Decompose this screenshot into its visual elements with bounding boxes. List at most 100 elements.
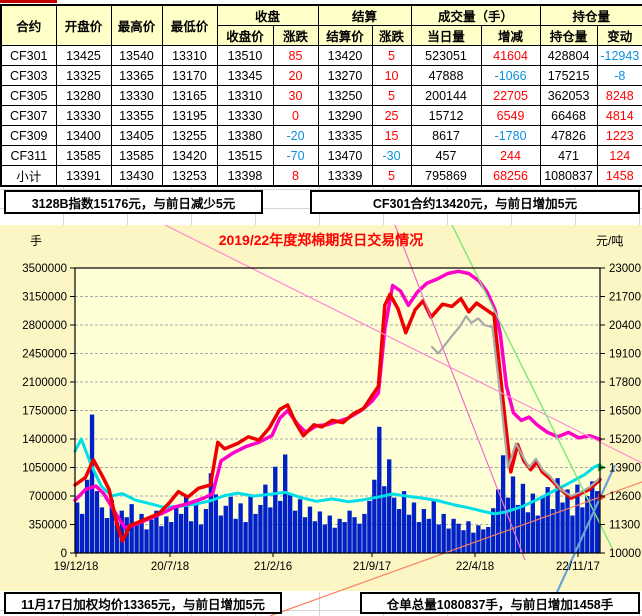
value-cell[interactable]: 13391 <box>55 165 112 187</box>
volume-bar <box>287 493 293 553</box>
value-cell[interactable]: 13330 <box>55 105 112 126</box>
value-cell[interactable]: 10 <box>371 65 412 86</box>
value-cell[interactable]: 13470 <box>317 145 373 166</box>
value-cell[interactable]: 13398 <box>216 165 274 187</box>
value-cell[interactable]: 13170 <box>161 65 218 86</box>
x-axis-tick-label: 21/2/16 <box>254 561 292 573</box>
value-cell[interactable]: 13345 <box>216 65 274 86</box>
value-cell[interactable]: 13380 <box>216 125 274 146</box>
value-cell[interactable]: 13253 <box>161 165 218 187</box>
value-cell[interactable]: 13355 <box>110 105 163 126</box>
volume-bar <box>337 518 342 553</box>
value-cell[interactable]: 15712 <box>410 105 482 126</box>
value-cell[interactable]: 13540 <box>110 45 163 66</box>
value-cell[interactable]: 13310 <box>161 45 218 66</box>
gray-price-line <box>430 315 602 498</box>
volume-bar <box>431 499 436 553</box>
value-cell[interactable]: 13195 <box>161 105 218 126</box>
value-cell[interactable]: 41604 <box>480 45 541 66</box>
contract-cell[interactable]: CF307 <box>0 105 57 126</box>
value-cell[interactable]: 13280 <box>55 85 112 106</box>
value-cell[interactable]: 13290 <box>317 105 373 126</box>
value-cell[interactable]: 457 <box>410 145 482 166</box>
value-cell[interactable]: 13255 <box>161 125 218 146</box>
value-cell[interactable]: 20 <box>272 65 319 86</box>
value-cell[interactable]: 13325 <box>55 65 112 86</box>
value-cell[interactable]: 13585 <box>55 145 112 166</box>
value-cell[interactable]: 8 <box>272 165 319 187</box>
value-cell[interactable]: 8248 <box>596 85 642 106</box>
value-cell[interactable]: 13515 <box>216 145 274 166</box>
value-cell[interactable]: 85 <box>272 45 319 66</box>
value-cell[interactable]: -70 <box>272 145 319 166</box>
value-cell[interactable]: 66468 <box>539 105 598 126</box>
value-cell[interactable]: -1780 <box>480 125 541 146</box>
value-cell[interactable]: 244 <box>480 145 541 166</box>
value-cell[interactable]: 175215 <box>539 65 598 86</box>
x-axis-tick-label: 22/11/17 <box>556 561 600 573</box>
value-cell[interactable]: 15 <box>371 125 412 146</box>
value-cell[interactable]: 13250 <box>317 85 373 106</box>
value-cell[interactable]: 5 <box>371 45 412 66</box>
value-cell[interactable]: 47888 <box>410 65 482 86</box>
value-cell[interactable]: 22705 <box>480 85 541 106</box>
value-cell[interactable]: 13335 <box>317 125 373 146</box>
value-cell[interactable]: 5 <box>371 85 412 106</box>
contract-cell[interactable]: CF311 <box>0 145 57 166</box>
value-cell[interactable]: 13330 <box>216 105 274 126</box>
value-cell[interactable]: -1066 <box>480 65 541 86</box>
contract-cell[interactable]: CF301 <box>0 45 57 66</box>
value-cell[interactable]: 1223 <box>596 125 642 146</box>
value-cell[interactable]: 8617 <box>410 125 482 146</box>
value-cell[interactable]: 795869 <box>410 165 482 187</box>
value-cell[interactable]: 68256 <box>480 165 541 187</box>
value-cell[interactable]: 0 <box>272 105 319 126</box>
contract-cell[interactable]: CF305 <box>0 85 57 106</box>
value-cell[interactable]: 428804 <box>539 45 598 66</box>
x-axis-tick-label: 21/9/17 <box>353 561 391 573</box>
volume-bar <box>342 522 347 553</box>
value-cell[interactable]: -8 <box>596 65 642 86</box>
value-cell[interactable]: 523051 <box>410 45 482 66</box>
volume-bar <box>520 483 526 553</box>
volume-bar <box>114 522 119 553</box>
value-cell[interactable]: 13585 <box>110 145 163 166</box>
contract-cell[interactable]: CF303 <box>0 65 57 86</box>
value-cell[interactable]: 13425 <box>55 45 112 66</box>
value-cell[interactable]: 362053 <box>539 85 598 106</box>
value-cell[interactable]: 25 <box>371 105 412 126</box>
value-cell[interactable]: -12943 <box>596 45 642 66</box>
volume-bar <box>486 526 491 553</box>
value-cell[interactable]: 13165 <box>161 85 218 106</box>
contract-cell[interactable]: 小计 <box>0 165 57 187</box>
value-cell[interactable]: 6549 <box>480 105 541 126</box>
value-cell[interactable]: 1080837 <box>539 165 598 187</box>
value-cell[interactable]: 13400 <box>55 125 112 146</box>
left-axis-tick-label: 350000 <box>29 520 67 532</box>
value-cell[interactable]: 47826 <box>539 125 598 146</box>
contract-cell[interactable]: CF309 <box>0 125 57 146</box>
right-axis-tick-label: 10000 <box>609 548 641 560</box>
value-cell[interactable]: 13310 <box>216 85 274 106</box>
volume-bar <box>476 525 481 553</box>
value-cell[interactable]: 13365 <box>110 65 163 86</box>
value-cell[interactable]: 13330 <box>110 85 163 106</box>
value-cell[interactable]: 5 <box>371 165 412 187</box>
value-cell[interactable]: 13420 <box>161 145 218 166</box>
value-cell[interactable]: 30 <box>272 85 319 106</box>
value-cell[interactable]: -20 <box>272 125 319 146</box>
value-cell[interactable]: 13420 <box>317 45 373 66</box>
value-cell[interactable]: -30 <box>371 145 412 166</box>
value-cell[interactable]: 13339 <box>317 165 373 187</box>
value-cell[interactable]: 1458 <box>596 165 642 187</box>
value-cell[interactable]: 13430 <box>110 165 163 187</box>
value-cell[interactable]: 124 <box>596 145 642 166</box>
value-cell[interactable]: 13405 <box>110 125 163 146</box>
value-cell[interactable]: 471 <box>539 145 598 166</box>
table-row: CF309 13400 13405 13255 13380 -20 13335 15 8617-… <box>0 125 642 146</box>
column-group-header: 结算 <box>317 4 412 26</box>
value-cell[interactable]: 13510 <box>216 45 274 66</box>
value-cell[interactable]: 200144 <box>410 85 482 106</box>
value-cell[interactable]: 13270 <box>317 65 373 86</box>
value-cell[interactable]: 4814 <box>596 105 642 126</box>
